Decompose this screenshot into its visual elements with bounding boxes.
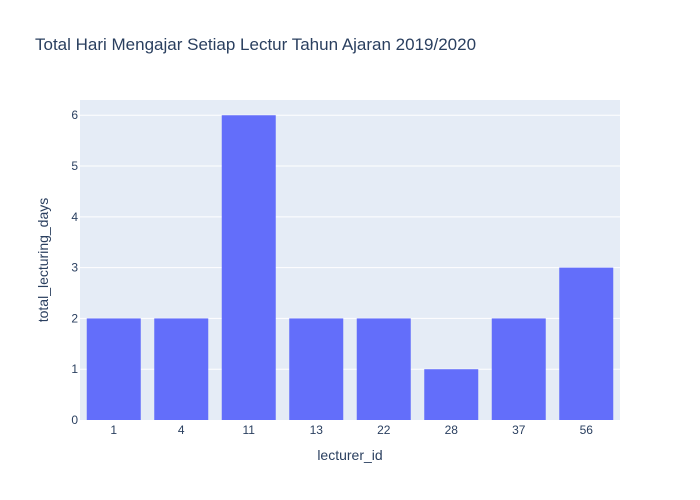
y-tick-label: 1 [71,362,78,376]
x-tick-label: 1 [110,423,117,437]
bar-lecturer-11[interactable] [221,115,276,420]
bar-lecturer-37[interactable] [491,318,546,420]
y-tick-labels: 0 1 2 3 4 5 6 [71,108,78,427]
chart-title: Total Hari Mengajar Setiap Lectur Tahun … [35,35,476,54]
y-tick-label: 3 [71,261,78,275]
bar-lecturer-56[interactable] [559,267,614,420]
x-tick-labels: 1 4 11 13 22 28 37 56 [110,423,593,437]
x-tick-label: 4 [178,423,185,437]
y-tick-label: 5 [71,159,78,173]
y-tick-label: 4 [71,210,78,224]
x-tick-label: 56 [580,423,594,437]
bar-lecturer-28[interactable] [424,369,479,420]
x-tick-label: 37 [512,423,526,437]
y-tick-label: 6 [71,108,78,122]
y-axis-title: total_lecturing_days [35,198,51,323]
y-tick-label: 0 [71,413,78,427]
x-tick-label: 28 [445,423,459,437]
x-axis-title: lecturer_id [317,447,382,463]
bars [86,115,614,420]
bar-lecturer-22[interactable] [356,318,411,420]
bar-lecturer-1[interactable] [86,318,141,420]
bar-lecturer-4[interactable] [154,318,209,420]
bar-lecturer-13[interactable] [289,318,344,420]
x-tick-label: 11 [243,423,256,437]
x-tick-label: 13 [310,423,324,437]
x-tick-label: 22 [377,423,391,437]
y-tick-label: 2 [71,311,78,325]
